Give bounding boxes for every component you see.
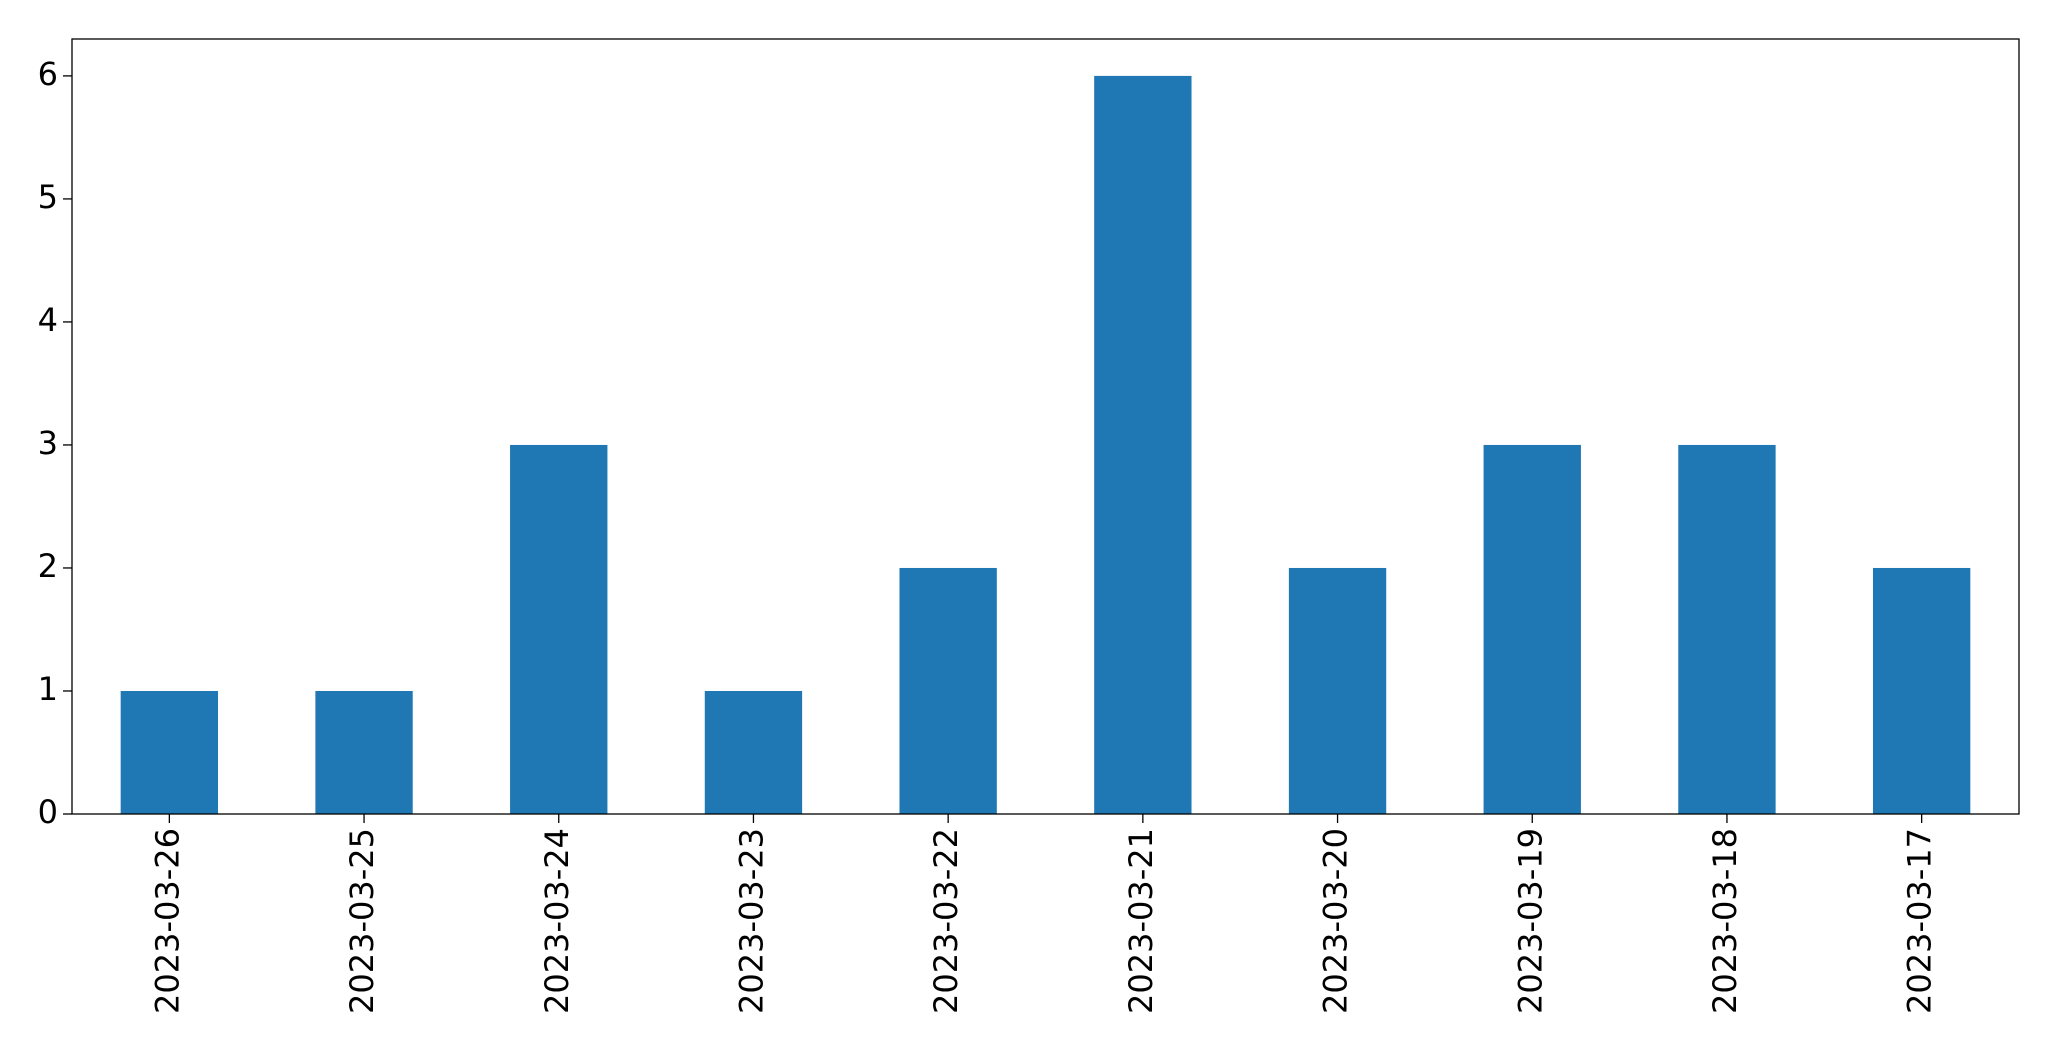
x-tick-label: 2023-03-18 [1706, 828, 1744, 1014]
bar [510, 444, 608, 814]
bar [704, 690, 803, 814]
x-tick-label: 2023-03-23 [732, 828, 770, 1014]
y-tick-label: 1 [38, 670, 58, 708]
y-tick-label: 0 [38, 793, 58, 831]
x-tick-label: 2023-03-22 [927, 828, 965, 1014]
x-tick-label: 2023-03-21 [1122, 828, 1160, 1014]
y-tick-label: 2 [38, 547, 58, 585]
x-tick-label: 2023-03-20 [1317, 828, 1355, 1014]
bar [899, 567, 997, 814]
x-tick-label: 2023-03-26 [148, 828, 186, 1014]
y-tick-label: 3 [38, 424, 58, 462]
bar [1678, 444, 1776, 814]
bar [315, 690, 413, 814]
x-tick-label: 2023-03-17 [1901, 828, 1939, 1014]
y-tick-label: 5 [38, 178, 58, 216]
x-tick-label: 2023-03-24 [538, 828, 576, 1014]
x-tick-label: 2023-03-19 [1511, 828, 1549, 1014]
axes-frame [71, 38, 2020, 815]
bar [120, 690, 219, 814]
y-tick-label: 4 [38, 301, 58, 339]
bar [1094, 75, 1192, 814]
bar [1483, 444, 1581, 814]
bar [1872, 567, 1971, 814]
y-tick-label: 6 [38, 55, 58, 93]
x-tick-label: 2023-03-25 [343, 828, 381, 1014]
bar [1288, 567, 1387, 814]
